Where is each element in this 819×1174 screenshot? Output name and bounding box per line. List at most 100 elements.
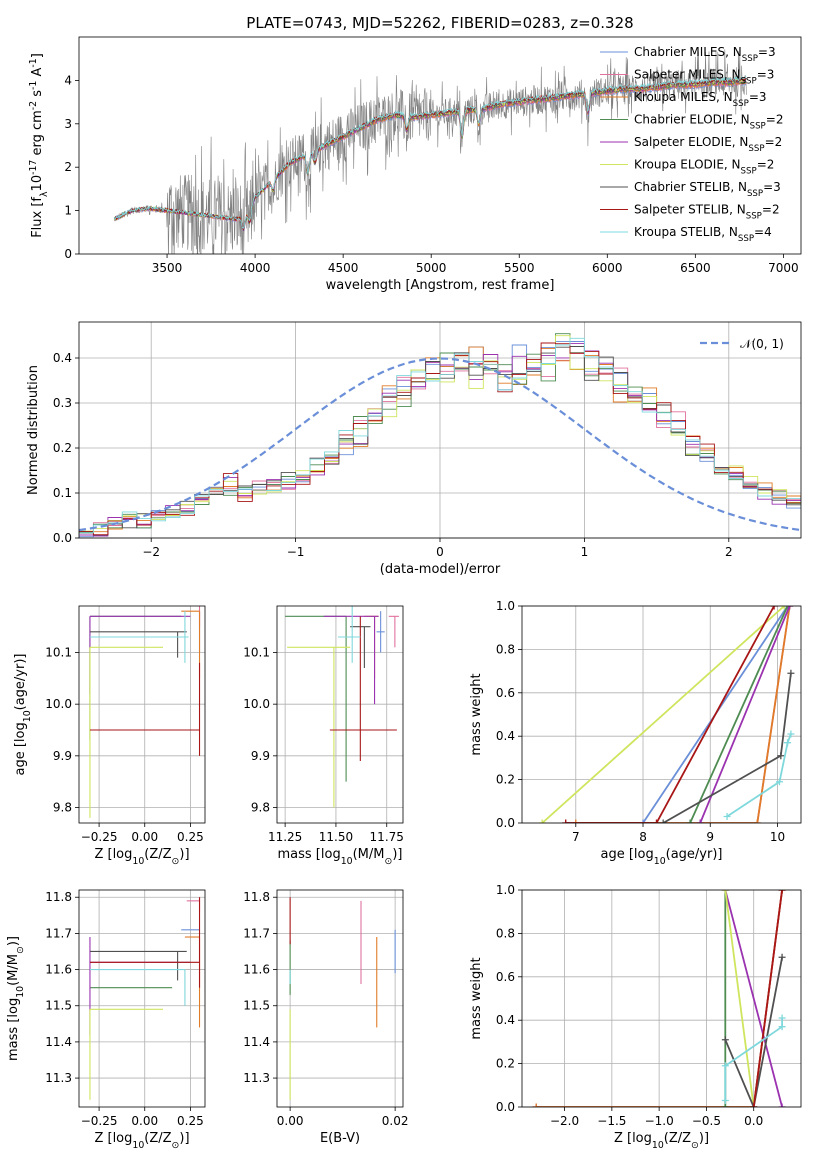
errorbar-point bbox=[388, 615, 399, 648]
x-tick-label: 0.00 bbox=[131, 830, 158, 844]
spectrum-legend: Chabrier MILES, NSSP=3 Salpeter MILES, NS… bbox=[600, 45, 783, 244]
plus-marker bbox=[778, 1023, 786, 1031]
residual-histogram bbox=[79, 333, 801, 538]
residual-histogram bbox=[79, 337, 801, 538]
mass-weight-series bbox=[686, 606, 792, 823]
y-tick-label: 0.6 bbox=[496, 686, 515, 700]
y-tick-label: 11.3 bbox=[45, 1071, 72, 1085]
y-tick-label: 0.8 bbox=[496, 926, 515, 940]
errorbar-point bbox=[89, 611, 189, 663]
y-tick-label: 10.1 bbox=[243, 646, 270, 660]
y-tick-label: 1.0 bbox=[496, 883, 515, 897]
mass_vs_ebv-axes: 0.00 0.02 11.3 11.4 11.5 11.6 11.7 11.8 E(B-V) bbox=[243, 889, 409, 1146]
y-tick-label: 0.0 bbox=[496, 1100, 515, 1114]
mass-weight-series bbox=[562, 606, 778, 823]
x-tick-label: 1 bbox=[581, 545, 589, 559]
plus-marker bbox=[787, 730, 795, 738]
errorbar-point bbox=[323, 615, 379, 705]
mass_vs_Z-frame bbox=[78, 889, 206, 1108]
y-axis-label: mass [log10(M/M⊙)] bbox=[6, 936, 26, 1061]
legend-label: Salpeter MILES, NSSP=3 bbox=[634, 68, 774, 87]
plus-marker bbox=[775, 778, 783, 786]
y-tick-label: 1.0 bbox=[496, 599, 515, 613]
plus-marker bbox=[659, 819, 667, 823]
x-axis-label: age [log10(age/yr)] bbox=[601, 847, 723, 867]
y-tick-label: 11.7 bbox=[243, 926, 270, 940]
plus-marker bbox=[686, 819, 694, 823]
plus-marker bbox=[721, 1096, 729, 1104]
y-tick-label: 0.0 bbox=[53, 531, 72, 545]
plus-marker bbox=[777, 752, 785, 760]
x-tick-label: 4500 bbox=[328, 261, 359, 275]
x-tick-label: −0.25 bbox=[81, 830, 118, 844]
age_vs_Z-plot-area bbox=[89, 606, 201, 818]
mass-weight-series bbox=[723, 730, 795, 820]
x-tick-label: 6500 bbox=[680, 261, 711, 275]
errorbar-point bbox=[329, 616, 397, 761]
x-tick-label: 9 bbox=[706, 830, 714, 844]
x-tick-label: 6000 bbox=[592, 261, 623, 275]
plus-marker bbox=[572, 819, 580, 823]
y-tick-label: 0.6 bbox=[496, 970, 515, 984]
massweight_vs_Z-axes: −2.0 −1.5 −1.0 −0.5 0.0 0.0 0.2 0.4 0.6 0.8 1.0 Z [… bbox=[469, 883, 802, 1151]
model-spectrum-line bbox=[113, 76, 747, 230]
y-tick-label: 9.8 bbox=[251, 801, 270, 815]
plus-marker bbox=[784, 739, 792, 747]
mass_vs_Z-axes: −0.25 0.00 0.25 11.3 11.4 11.5 11.6 11.7 11.8 Z [… bbox=[6, 889, 206, 1151]
spectrum-axes: 3500 4000 4500 5000 5500 6000 6500 7000 0 1 2 3 4 wav… bbox=[28, 36, 802, 293]
x-tick-label: 0.00 bbox=[131, 1114, 158, 1128]
y-axis-label: age [log10(age/yr)] bbox=[13, 654, 33, 776]
y-tick-label: 2 bbox=[64, 160, 72, 174]
legend-label: Salpeter STELIB, NSSP=2 bbox=[634, 203, 780, 222]
x-tick-label: 0.02 bbox=[382, 1114, 409, 1128]
plus-marker bbox=[639, 819, 647, 823]
plus-marker bbox=[723, 812, 731, 820]
x-tick-label: 3500 bbox=[152, 261, 183, 275]
x-tick-label: 7000 bbox=[768, 261, 799, 275]
y-tick-label: 0.1 bbox=[53, 486, 72, 500]
y-tick-label: 0.2 bbox=[53, 441, 72, 455]
y-tick-label: 0.3 bbox=[53, 396, 72, 410]
errorbar-point bbox=[89, 631, 187, 658]
y-axis-label: Normed distribution bbox=[26, 365, 41, 495]
x-axis-label: Z [log10(Z/Z⊙)] bbox=[94, 1131, 189, 1151]
x-tick-label: 2 bbox=[725, 545, 733, 559]
massweight_vs_age-plot-area bbox=[538, 606, 795, 823]
x-tick-label: 5500 bbox=[504, 261, 535, 275]
y-tick-label: 0.2 bbox=[496, 1057, 515, 1071]
errorbar-point bbox=[376, 611, 385, 653]
x-tick-label: 0.25 bbox=[177, 830, 204, 844]
legend-label: Salpeter ELODIE, NSSP=2 bbox=[634, 135, 782, 154]
y-tick-label: 11.7 bbox=[45, 926, 72, 940]
x-tick-label: 5000 bbox=[416, 261, 447, 275]
y-tick-label: 11.4 bbox=[243, 1035, 270, 1049]
x-tick-label: 0.25 bbox=[177, 1114, 204, 1128]
y-tick-label: 3 bbox=[64, 117, 72, 131]
massweight_vs_age-frame bbox=[521, 605, 802, 824]
plus-marker bbox=[721, 1103, 729, 1107]
x-tick-label: 11.25 bbox=[268, 830, 302, 844]
y-tick-label: 11.5 bbox=[45, 999, 72, 1013]
plus-marker bbox=[778, 1103, 786, 1107]
x-tick-label: −2.0 bbox=[550, 1114, 579, 1128]
errorbar-point bbox=[89, 1008, 163, 1100]
mass-weight-series bbox=[696, 606, 794, 823]
y-tick-label: 11.6 bbox=[243, 963, 270, 977]
x-tick-label: 11.75 bbox=[370, 830, 404, 844]
x-axis-label: wavelength [Angstrom, rest frame] bbox=[326, 278, 555, 293]
x-axis-label: E(B-V) bbox=[320, 1131, 360, 1146]
errorbar-point bbox=[89, 950, 187, 981]
x-tick-label: 4000 bbox=[240, 261, 271, 275]
mass_vs_Z-plot-area bbox=[89, 897, 201, 1100]
y-tick-label: 0.2 bbox=[496, 773, 515, 787]
errorbar-point bbox=[89, 897, 201, 988]
y-tick-label: 1 bbox=[64, 204, 72, 218]
plus-marker bbox=[778, 953, 786, 961]
legend-label: Chabrier ELODIE, NSSP=2 bbox=[634, 113, 783, 132]
y-tick-label: 10.0 bbox=[45, 697, 72, 711]
errorbar-point bbox=[89, 969, 186, 1006]
y-axis-label: mass weight bbox=[469, 673, 484, 755]
errorbar-point bbox=[89, 662, 201, 756]
plus-marker bbox=[786, 606, 794, 610]
